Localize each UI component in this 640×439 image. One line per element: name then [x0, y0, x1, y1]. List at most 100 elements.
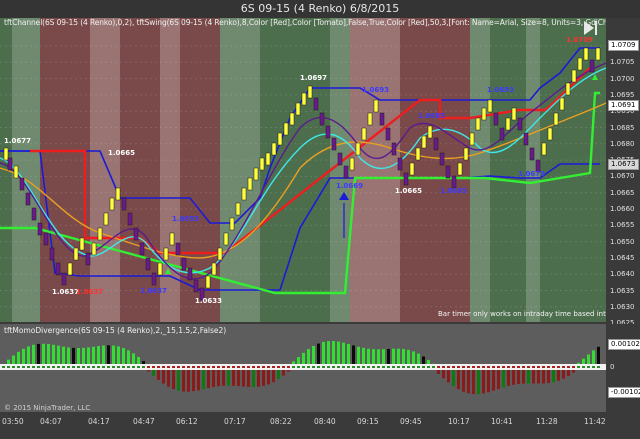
renko-brick [61, 272, 67, 286]
renko-brick [217, 247, 223, 261]
momentum-bar [7, 359, 10, 364]
renko-brick [469, 132, 475, 146]
momentum-bar [397, 348, 400, 364]
momentum-bar [352, 345, 355, 364]
price-panel[interactable]: 1.0677 1.0665 1.0637 1.0637 1.0653 1.063… [0, 18, 606, 322]
momentum-dot [67, 366, 70, 368]
momentum-bar [157, 370, 160, 380]
momentum-bar [547, 370, 550, 384]
momentum-dot [502, 366, 505, 368]
price-tick-label: 1.0635 [610, 286, 635, 295]
renko-brick [325, 125, 331, 139]
price-tick-label: 1.0660 [610, 205, 635, 213]
price-tick-label: 1.0665 [610, 188, 635, 197]
renko-brick [13, 165, 19, 179]
momentum-bar [152, 370, 155, 376]
price-tick-label: 1.0640 [610, 270, 635, 279]
momentum-bar [477, 370, 480, 395]
momentum-dot [192, 366, 195, 368]
momentum-dot [97, 366, 100, 368]
momentum-dot [162, 366, 165, 368]
momentum-bar [487, 370, 490, 393]
momentum-dot [352, 366, 355, 368]
momentum-dot [107, 366, 110, 368]
renko-brick [313, 97, 319, 111]
renko-brick [241, 187, 247, 201]
ma-purple-line [0, 62, 606, 280]
momentum-dot [297, 366, 300, 368]
swing-label: 1.0685 [418, 112, 445, 120]
momentum-bar [572, 370, 575, 373]
momentum-bar [457, 370, 460, 390]
momentum-dot [167, 366, 170, 368]
momentum-bar [537, 370, 540, 384]
renko-brick [289, 112, 295, 126]
momentum-bar [337, 341, 340, 364]
momentum-dot [147, 366, 150, 368]
momentum-dot [327, 366, 330, 368]
renko-brick [187, 267, 193, 281]
momentum-bar [227, 370, 230, 386]
renko-brick [157, 262, 163, 276]
swing-label: 1.0665 [108, 149, 135, 157]
price-tick-label: 1.0705 [610, 58, 635, 67]
renko-bricks [3, 47, 601, 301]
momentum-bar [522, 370, 525, 384]
momentum-dot [47, 366, 50, 368]
momentum-dot [262, 366, 265, 368]
momentum-dot [572, 366, 575, 368]
momentum-dot [52, 366, 55, 368]
renko-brick [481, 107, 487, 121]
swing-label: 1.0693 [487, 86, 514, 94]
momentum-dot [267, 366, 270, 368]
momentum-dot [82, 366, 85, 368]
momentum-bar [232, 370, 235, 386]
momentum-dot [497, 366, 500, 368]
momentum-dot [392, 366, 395, 368]
momentum-bar [192, 370, 195, 392]
renko-brick [247, 177, 253, 191]
momentum-bar [442, 370, 445, 379]
momentum-bar [412, 351, 415, 364]
momentum-bar [107, 345, 110, 364]
momentum-tick: 0 [610, 363, 615, 371]
momentum-bar [142, 361, 145, 364]
momentum-dot [577, 366, 580, 368]
momentum-dot [177, 366, 180, 368]
renko-brick [397, 157, 403, 171]
momentum-panel[interactable] [0, 324, 606, 412]
momentum-bar [507, 370, 510, 386]
momentum-dot [142, 366, 145, 368]
momentum-bar [92, 346, 95, 364]
momentum-dot [332, 366, 335, 368]
momentum-bar [357, 346, 360, 364]
price-axis[interactable] [606, 18, 640, 322]
renko-brick [193, 279, 199, 293]
renko-brick [517, 117, 523, 131]
bar-timer-note: Bar timer only works on intraday time ba… [438, 310, 628, 318]
momentum-dot [92, 366, 95, 368]
momentum-bar [567, 370, 570, 376]
momentum-bar [122, 347, 125, 364]
momentum-dot [27, 366, 30, 368]
current-price-badge: 1.0709 [608, 40, 639, 51]
momentum-bar [252, 370, 255, 388]
renko-brick [505, 117, 511, 131]
swing-label: 1.0653 [172, 215, 199, 223]
renko-brick [415, 147, 421, 161]
play-icon[interactable] [580, 18, 600, 38]
price-tick-label: 1.0690 [610, 107, 635, 116]
momentum-bar [367, 348, 370, 364]
renko-brick [91, 242, 97, 256]
price-tick-label: 1.0650 [610, 237, 635, 246]
time-label: 10:41 [491, 417, 513, 426]
momentum-dot [12, 366, 15, 368]
price-tick-label: 1.0695 [610, 90, 635, 99]
momentum-bar [287, 370, 290, 372]
time-label: 04:17 [88, 417, 110, 426]
momentum-dot [372, 366, 375, 368]
renko-brick [181, 257, 187, 271]
momentum-dot [62, 366, 65, 368]
momentum-bar [247, 370, 250, 387]
renko-brick [301, 92, 307, 106]
